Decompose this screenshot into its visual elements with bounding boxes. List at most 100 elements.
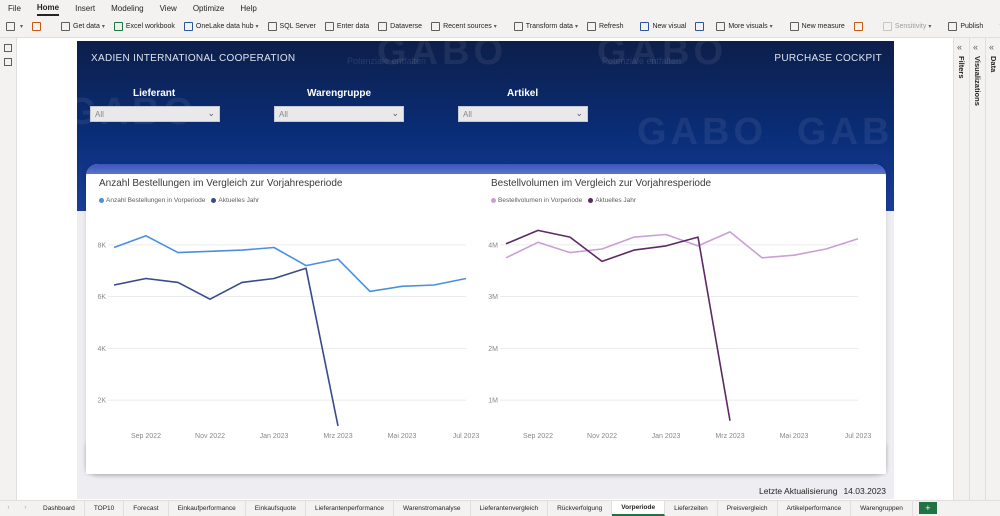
slicer-value: All [463,110,472,119]
report-view-icon[interactable] [4,44,12,52]
y-tick-label: 2K [97,398,106,405]
database-icon [61,22,71,31]
series-line-0[interactable] [113,235,467,293]
slicer-warengruppe[interactable]: All ⌄ [274,106,404,122]
more-visuals-label: More visuals [728,23,768,30]
slicer-artikel[interactable]: All ⌄ [458,106,588,122]
watermark-slogan: Potenziale entfalten [347,56,427,66]
line-chart-bestellungen[interactable]: 2K 4K 6K 8K Sep 2022 Nov 2022 Jan 2023 Mrz 2023… [86,164,486,454]
menu-insert[interactable]: Insert [75,3,96,13]
onelake-icon [183,22,193,31]
tab-lieferzeiten[interactable]: Lieferzeiten [665,500,718,516]
x-tick-label: Jul 2023 [845,433,872,440]
chevron-right-icon[interactable]: › [24,505,27,511]
menu-modeling[interactable]: Modeling [111,3,144,13]
tab-vorperiode[interactable]: Vorperiode [612,500,666,516]
view-rail [0,38,17,500]
watermark-logo: GABO [637,111,767,153]
watermark-logo: GABO [797,111,894,153]
legend-bestellungen: Anzahl Bestellungen in Vorperiode Aktuel… [99,197,265,204]
add-page-button[interactable]: + [918,502,937,514]
series-line-1[interactable] [505,229,731,421]
tab-einkaufsquote[interactable]: Einkaufsquote [246,500,306,516]
tab-warenstromanalyse[interactable]: Warenstromanalyse [394,500,471,516]
tab-preisvergleich[interactable]: Preisvergleich [718,500,778,516]
legend-label: Bestellvolumen in Vorperiode [498,197,583,204]
series-line-0[interactable] [505,231,859,259]
tab-forecast[interactable]: Forecast [124,500,169,516]
transform-data-button[interactable]: Transform data ▾ [513,22,578,31]
cockpit-title: PURCHASE COCKPIT [774,53,882,64]
recent-label: Recent sources [443,23,492,30]
tab-r-ckverfolgung[interactable]: Rückverfolgung [548,500,613,516]
new-visual-button[interactable]: New visual [640,22,686,31]
x-tick-label: Sep 2022 [131,433,161,440]
menu-optimize[interactable]: Optimize [192,3,225,13]
chevron-left-icon[interactable]: « [957,42,963,52]
sql-label: SQL Server [279,23,316,30]
tab-dashboard[interactable]: Dashboard [34,500,85,516]
transform-icon [513,22,523,31]
tab-lieferantenperformance[interactable]: Lieferantenperformance [306,500,394,516]
last-updated-date: 14.03.2023 [843,486,886,496]
last-updated: Letzte Aktualisierung 14.03.2023 [753,486,886,496]
tab-einkaufperformance[interactable]: Einkaufperformance [169,500,246,516]
tab-artikelperformance[interactable]: Artikelperformance [778,500,852,516]
menu-home[interactable]: Home [36,1,60,16]
recent-sources-button[interactable]: Recent sources ▾ [431,22,497,31]
chart-title-bestellungen: Anzahl Bestellungen im Vergleich zur Vor… [99,178,343,189]
slicer-lieferant[interactable]: All ⌄ [90,106,220,122]
format-painter-button[interactable] [32,22,44,31]
legend-label: Aktuelles Jahr [595,197,637,204]
chevron-left-icon[interactable]: « [989,42,995,52]
last-updated-label: Letzte Aktualisierung [759,486,838,496]
enter-data-button[interactable]: Enter data [324,22,370,31]
chevron-left-icon[interactable]: « [973,42,979,52]
quick-measure-button[interactable] [853,22,866,31]
refresh-icon [586,22,596,31]
data-pane[interactable]: « Data [985,38,1000,500]
legend-label: Aktuelles Jahr [218,197,260,204]
onelake-button[interactable]: OneLake data hub ▾ [183,22,259,31]
watermark-logo: GABO [597,41,727,73]
tab-warengruppen[interactable]: Warengruppen [851,500,913,516]
excel-label: Excel workbook [125,23,175,30]
text-box-button[interactable] [695,22,707,31]
collapse-ribbon-button[interactable]: ⌃ [996,23,1000,30]
get-data-button[interactable]: Get data ▾ [61,22,105,31]
y-tick-label: 2M [488,346,498,353]
x-tick-label: Sep 2022 [523,433,553,440]
refresh-button[interactable]: Refresh [586,22,623,31]
menu-file[interactable]: File [8,3,21,13]
recent-sources-icon [431,22,441,31]
ribbon-toolbar: ▾ Get data ▾ Excel workbook OneLake data … [0,16,1000,38]
y-tick-label: 4M [488,242,498,249]
publish-button[interactable]: Publish [948,22,983,31]
chart-icon [640,22,650,31]
line-chart-bestellvolumen[interactable]: 1M 2M 3M 4M Sep 2022 Nov 2022 Jan 2023 Mrz 2023… [478,164,878,454]
tab-top10[interactable]: TOP10 [85,500,125,516]
x-tick-label: Jul 2023 [453,433,480,440]
excel-workbook-button[interactable]: Excel workbook [113,22,175,31]
visualizations-pane[interactable]: « Visualizations [969,38,985,500]
paste-button[interactable]: ▾ [6,22,23,31]
menu-view[interactable]: View [159,3,177,13]
dataverse-button[interactable]: Dataverse [378,22,422,31]
sql-server-button[interactable]: SQL Server [267,22,316,31]
sensitivity-button[interactable]: Sensitivity ▾ [882,22,931,31]
chevron-left-icon[interactable]: ‹ [7,505,10,511]
new-measure-button[interactable]: New measure [789,22,845,31]
series-line-1[interactable] [113,267,339,427]
enter-data-label: Enter data [336,23,370,30]
chart-title-bestellvolumen: Bestellvolumen im Vergleich zur Vorjahre… [491,178,712,189]
filters-pane[interactable]: « Filters [953,38,969,500]
tab-lieferantenvergleich[interactable]: Lieferantenvergleich [471,500,549,516]
slicer-label-warengruppe: Warengruppe [307,88,372,99]
legend-dot [211,198,217,203]
text-box-icon [695,22,705,31]
menu-help[interactable]: Help [240,3,257,13]
more-visuals-button[interactable]: More visuals ▾ [716,22,773,31]
model-view-icon[interactable] [4,58,12,66]
legend-dot [588,198,594,203]
tab-list: Dashboard TOP10 Forecast Einkaufperformance… [34,500,913,516]
